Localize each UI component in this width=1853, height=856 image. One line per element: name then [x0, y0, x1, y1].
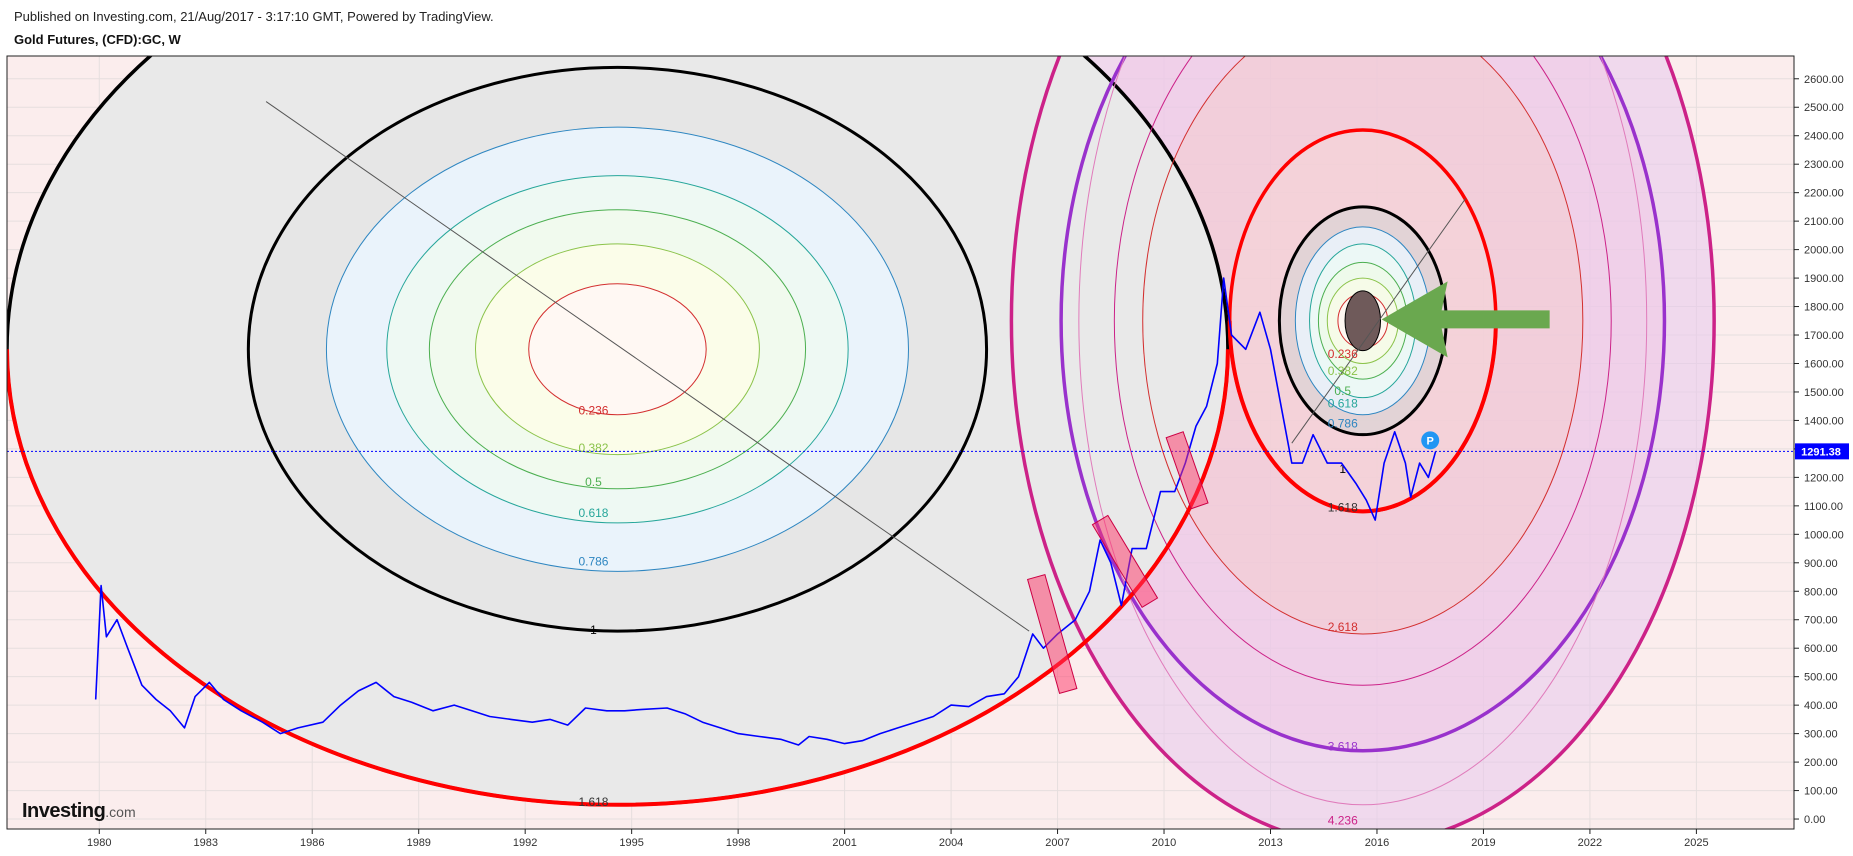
fib-ellipse-arc: [1142, 56, 1584, 635]
investing-logo: Investing.com: [22, 800, 136, 823]
y-tick-label: 900.00: [1804, 558, 1838, 570]
symbol-title[interactable]: Gold Futures, (CFD):GC, W: [14, 32, 181, 47]
fib-level-label: 0.236: [1328, 347, 1358, 361]
highlight-box: [1026, 573, 1078, 694]
fib-level-label: 0.5: [585, 475, 602, 489]
y-tick-label: 1200.00: [1804, 472, 1844, 484]
published-note: Published on Investing.com, 21/Aug/2017 …: [14, 9, 494, 24]
fib-level-label: 0.786: [578, 555, 608, 569]
support-arc: [1227, 320, 1498, 514]
overlays: P: [1026, 281, 1550, 694]
y-tick-label: 700.00: [1804, 615, 1838, 627]
trend-line: [1291, 198, 1467, 444]
x-tick-label: 1986: [300, 837, 324, 849]
y-tick-label: 1000.00: [1804, 529, 1844, 541]
y-tick-label: 400.00: [1804, 700, 1838, 712]
y-tick-label: 2500.00: [1804, 102, 1844, 114]
y-tick-label: 1800.00: [1804, 302, 1844, 314]
fib-level-label: 0.618: [578, 506, 608, 520]
fib-ellipse-arc: [1078, 56, 1648, 806]
fib-level-label: 1: [1339, 462, 1346, 476]
fib-level-label: 2.618: [1328, 620, 1358, 634]
x-tick-label: 1992: [513, 837, 537, 849]
x-tick-label: 1995: [619, 837, 643, 849]
y-tick-label: 800.00: [1804, 586, 1838, 598]
x-tick-label: 1989: [406, 837, 430, 849]
y-tick-label: 2100.00: [1804, 216, 1844, 228]
y-tick-label: 1400.00: [1804, 415, 1844, 427]
fib-level-labels: 0.2360.3820.50.6180.78611.6180.2360.3820…: [578, 347, 1358, 828]
green-arrow: [1381, 281, 1550, 358]
x-tick-label: 2013: [1258, 837, 1282, 849]
y-tick-label: 2000.00: [1804, 245, 1844, 257]
y-tick-label: 500.00: [1804, 672, 1838, 684]
logo-name: Investing: [22, 800, 106, 822]
trend-line: [265, 101, 1030, 632]
highlight-box: [1165, 431, 1209, 510]
fib-level-label: 4.236: [1328, 814, 1358, 828]
x-tick-label: 2007: [1045, 837, 1069, 849]
price-series: [7, 277, 1794, 746]
fib-level-label: 0.236: [578, 404, 608, 418]
axes: 0.00 100.00 200.00 300.00 400.00 500.00 600.00…: [6, 55, 1849, 849]
fib-level-label: 1: [590, 623, 597, 637]
fib-level-label: 1.618: [1328, 501, 1358, 515]
fib-ellipse-arc: [246, 65, 989, 633]
y-tick-label: 1600.00: [1804, 358, 1844, 370]
fib-level-label: 1.618: [578, 795, 608, 809]
chart-header: Published on Investing.com, 21/Aug/2017 …: [0, 0, 1853, 54]
x-tick-label: 2019: [1471, 837, 1495, 849]
fib-ellipse-arc: [325, 126, 909, 572]
trend-lines: [265, 101, 1467, 632]
fib-level-label: 0.786: [1328, 417, 1358, 431]
fib-ellipse-arc: [1113, 56, 1612, 686]
support-arc: [7, 349, 1230, 807]
marker-badge: [1421, 431, 1440, 450]
last-price-badge: [1795, 443, 1849, 460]
marker-label: P: [1427, 435, 1434, 447]
y-tick-label: 600.00: [1804, 643, 1838, 655]
price-line: [94, 277, 1437, 746]
fib-ellipse-arc: [474, 243, 760, 456]
y-tick-label: 300.00: [1804, 729, 1838, 741]
y-tick-label: 2200.00: [1804, 188, 1844, 200]
y-tick-label: 1100.00: [1804, 501, 1843, 513]
last-price-label: 1291.38: [1801, 446, 1841, 458]
y-tick-label: 1700.00: [1804, 330, 1844, 342]
ellipse-fill: [528, 283, 707, 415]
fib-level-label: 0.382: [578, 441, 608, 455]
fib-ellipse-arc: [428, 209, 807, 490]
x-tick-label: 1980: [87, 837, 111, 849]
y-tick-label: 2400.00: [1804, 131, 1844, 143]
highlight-box: [1091, 514, 1159, 608]
y-tick-label: 2600.00: [1804, 74, 1844, 86]
x-tick-label: 1983: [194, 837, 218, 849]
y-tick-label: 1900.00: [1804, 273, 1844, 285]
fib-level-label: 0.618: [1328, 397, 1358, 411]
y-tick-label: 100.00: [1804, 786, 1838, 798]
logo-suffix: .com: [105, 804, 136, 820]
fib-level-label: 3.618: [1328, 740, 1358, 754]
x-tick-label: 2025: [1684, 837, 1708, 849]
x-tick-label: 2010: [1152, 837, 1176, 849]
x-tick-label: 2001: [832, 837, 856, 849]
y-tick-label: 1500.00: [1804, 387, 1844, 399]
fib-ellipse-arc: [1009, 56, 1716, 829]
fib-ellipse-arc: [386, 175, 849, 524]
y-tick-label: 200.00: [1804, 757, 1838, 769]
ellipse-center: [1344, 290, 1382, 352]
x-tick-label: 2016: [1365, 837, 1389, 849]
fib-level-label: 0.382: [1328, 364, 1358, 378]
x-tick-label: 2022: [1578, 837, 1602, 849]
fib-level-label: 0.5: [1334, 384, 1351, 398]
y-tick-label: 0.00: [1804, 814, 1825, 826]
x-tick-label: 2004: [939, 837, 963, 849]
fib-ellipse-arcs: [7, 56, 1716, 829]
fib-ellipse-arc: [1059, 56, 1667, 753]
x-tick-label: 1998: [726, 837, 750, 849]
ellipse-fills: [7, 56, 1715, 829]
fib-ellipse-arc: [528, 283, 707, 416]
y-tick-label: 2300.00: [1804, 159, 1844, 171]
